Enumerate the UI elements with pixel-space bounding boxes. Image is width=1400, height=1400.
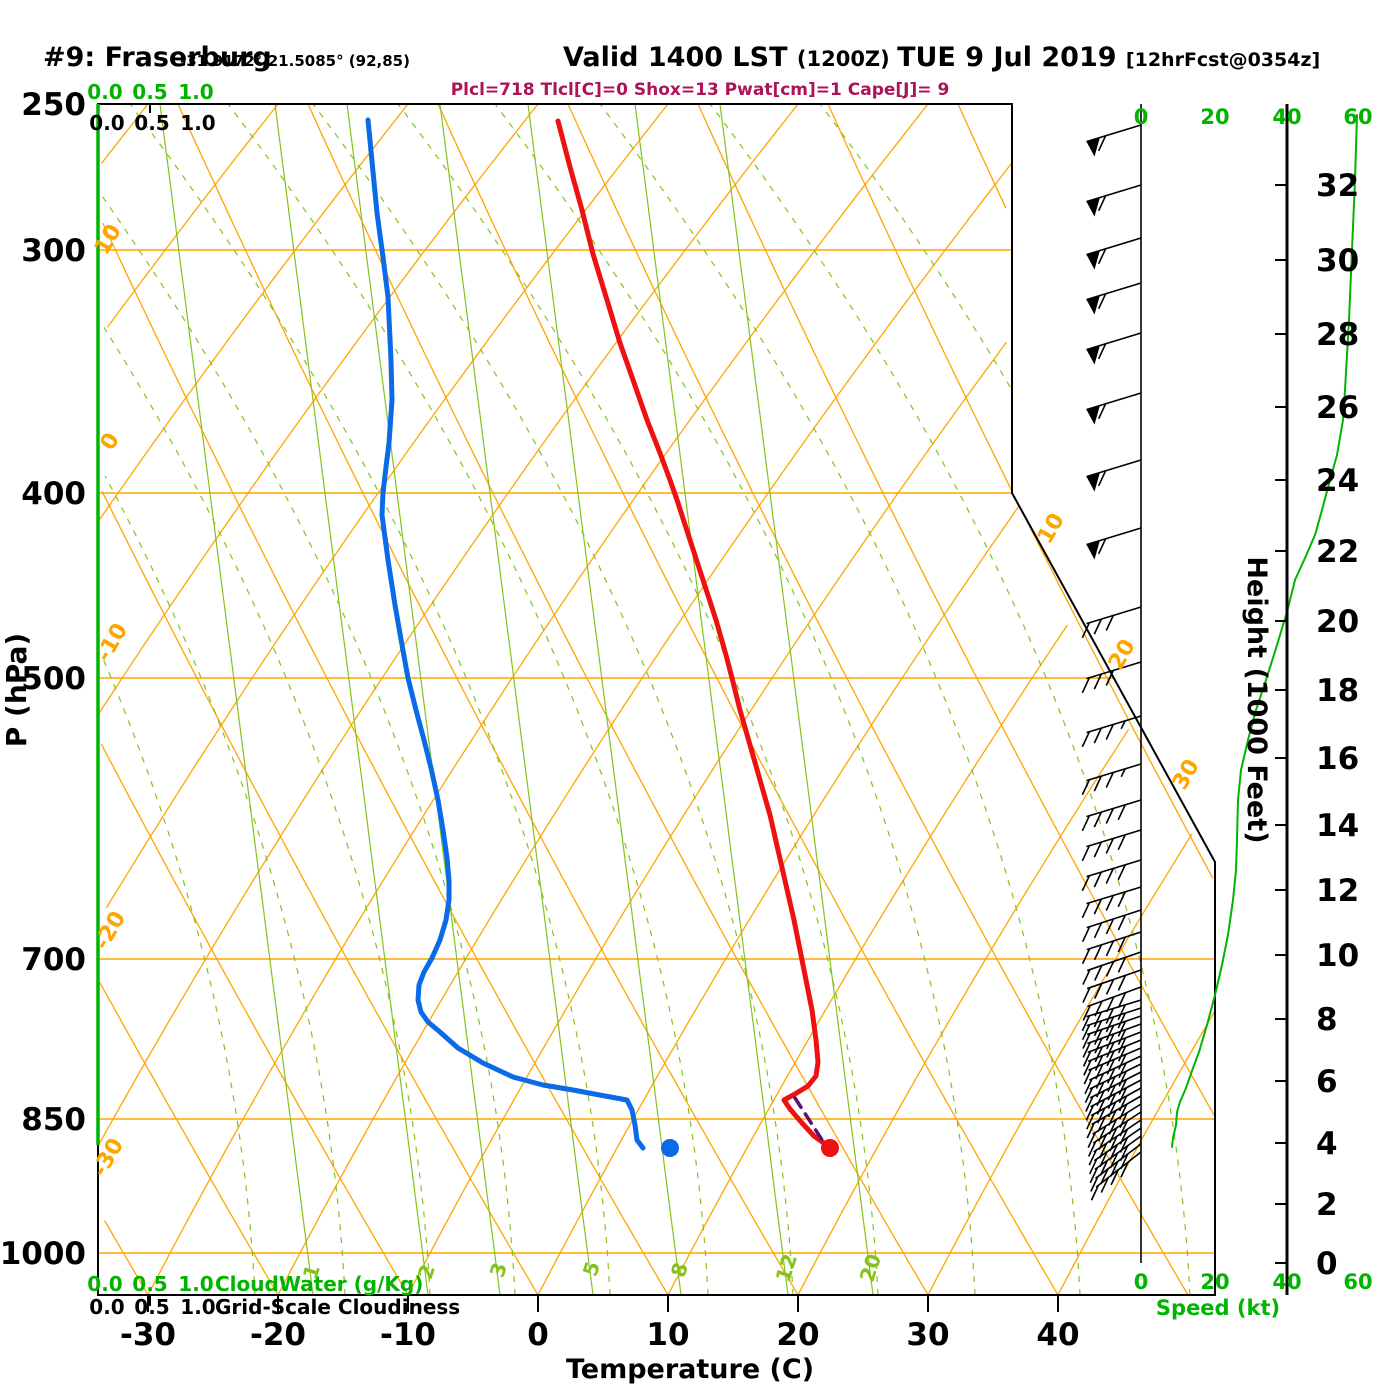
svg-text:0.5: 0.5 (134, 1295, 169, 1319)
dry-adiabat-lines (99, 103, 1216, 1296)
temperature-curve (555, 118, 833, 1151)
svg-text:60: 60 (1343, 105, 1372, 129)
svg-text:300: 300 (21, 233, 86, 269)
svg-text:20: 20 (776, 1317, 819, 1353)
svg-text:1.0: 1.0 (178, 80, 213, 104)
station-title: #9: Fraserburg (43, 42, 272, 73)
mixing-ratio-lines (159, 103, 874, 1296)
svg-text:400: 400 (21, 476, 86, 512)
forecast-cycle: [12hrFcst@0354z] (1125, 49, 1321, 71)
svg-text:14: 14 (1316, 808, 1359, 844)
svg-text:32: 32 (1316, 168, 1359, 204)
svg-text:Grid-Scale Cloudiness: Grid-Scale Cloudiness (215, 1295, 460, 1319)
svg-text:0: 0 (1316, 1246, 1338, 1282)
svg-text:-20: -20 (250, 1317, 306, 1353)
station-coordinates: -31.9172°,21.5085° (92,85) (180, 52, 410, 70)
svg-text:-30: -30 (120, 1317, 176, 1353)
svg-text:850: 850 (21, 1102, 86, 1138)
svg-text:0.0: 0.0 (87, 80, 122, 104)
svg-text:12: 12 (1316, 873, 1359, 909)
temperature-axis: -30 -20 -10 0 10 20 30 40 Temperature (C) (120, 1295, 1080, 1385)
svg-text:0.5: 0.5 (134, 111, 169, 135)
svg-text:10: 10 (1316, 938, 1359, 974)
svg-text:2: 2 (1316, 1187, 1338, 1223)
svg-text:16: 16 (1316, 741, 1359, 777)
surface-dewpoint-dot (661, 1139, 679, 1157)
svg-text:0.0: 0.0 (89, 1295, 124, 1319)
svg-text:4: 4 (1316, 1126, 1338, 1162)
svg-text:CloudWater (g/Kg): CloudWater (g/Kg) (215, 1272, 423, 1296)
svg-text:28: 28 (1316, 317, 1359, 353)
svg-text:20: 20 (1200, 105, 1229, 129)
svg-text:0: 0 (1134, 105, 1149, 129)
svg-text:8: 8 (1316, 1002, 1338, 1038)
svg-text:500: 500 (21, 661, 86, 697)
svg-text:Speed (kt): Speed (kt) (1156, 1296, 1280, 1320)
svg-text:20: 20 (855, 1251, 886, 1285)
svg-text:Height (1000 Feet): Height (1000 Feet) (1241, 556, 1272, 843)
svg-text:-10: -10 (380, 1317, 436, 1353)
svg-text:24: 24 (1316, 463, 1359, 499)
parcel-path (793, 1096, 828, 1148)
svg-text:6: 6 (1316, 1064, 1338, 1100)
surface-dots (661, 1139, 839, 1157)
svg-text:26: 26 (1316, 390, 1359, 426)
frame-border (97, 103, 1216, 1296)
valid-date: TUE 9 Jul 2019 (897, 42, 1126, 73)
svg-text:0.5: 0.5 (132, 80, 167, 104)
valid-zulu: (1200Z) (796, 47, 898, 71)
svg-text:1.0: 1.0 (180, 111, 215, 135)
svg-text:20: 20 (1316, 604, 1359, 640)
valid-time: Valid 1400 LST (563, 42, 797, 73)
svg-text:30: 30 (906, 1317, 949, 1353)
svg-text:10: 10 (90, 220, 127, 259)
svg-text:3: 3 (485, 1260, 512, 1281)
svg-text:1000: 1000 (0, 1236, 86, 1272)
svg-text:0: 0 (96, 429, 125, 455)
svg-text:18: 18 (1316, 673, 1359, 709)
svg-text:0.0: 0.0 (89, 111, 124, 135)
svg-text:-20: -20 (90, 907, 132, 954)
sounding-parameters: Plcl=718 Tlcl[C]=0 Shox=13 Pwat[cm]=1 Ca… (450, 80, 950, 100)
pressure-labels: 250 300 400 500 700 850 1000 P (hPa) (0, 87, 86, 1272)
svg-text:0: 0 (1134, 1270, 1149, 1294)
svg-text:40: 40 (1272, 105, 1301, 129)
svg-text:700: 700 (21, 942, 86, 978)
valid-time-row: Valid 1400 LST (1200Z) TUE 9 Jul 2019 [1… (563, 42, 1320, 73)
svg-text:0.0: 0.0 (87, 1272, 122, 1296)
svg-text:0.5: 0.5 (132, 1272, 167, 1296)
plot-frame (97, 103, 1216, 1306)
svg-text:8: 8 (666, 1260, 693, 1281)
wind-barbs (1081, 104, 1142, 1263)
svg-text:10: 10 (646, 1317, 689, 1353)
svg-text:Temperature (C): Temperature (C) (566, 1354, 814, 1385)
isotherm-lines (97, 103, 1215, 1296)
svg-text:60: 60 (1343, 1270, 1372, 1294)
svg-text:1.0: 1.0 (180, 1295, 215, 1319)
wind-speed-profile (1171, 114, 1358, 1148)
svg-text:250: 250 (21, 87, 86, 123)
svg-text:22: 22 (1316, 534, 1359, 570)
cloud-scales: 0.00.00.00.00.50.50.50.51.01.01.01.0Clou… (87, 80, 460, 1319)
svg-text:5: 5 (578, 1259, 605, 1280)
svg-text:30: 30 (1316, 243, 1359, 279)
surface-temp-dot (821, 1139, 839, 1157)
moist-adiabat-lines (99, 103, 1191, 1296)
svg-text:20: 20 (1200, 1270, 1229, 1294)
dewpoint-curve (365, 117, 646, 1151)
svg-text:1.0: 1.0 (178, 1272, 213, 1296)
svg-text:0: 0 (527, 1317, 549, 1353)
svg-text:40: 40 (1036, 1317, 1079, 1353)
svg-text:-30: -30 (88, 1134, 130, 1181)
svg-text:P (hPa): P (hPa) (0, 633, 33, 747)
svg-text:40: 40 (1272, 1270, 1301, 1294)
